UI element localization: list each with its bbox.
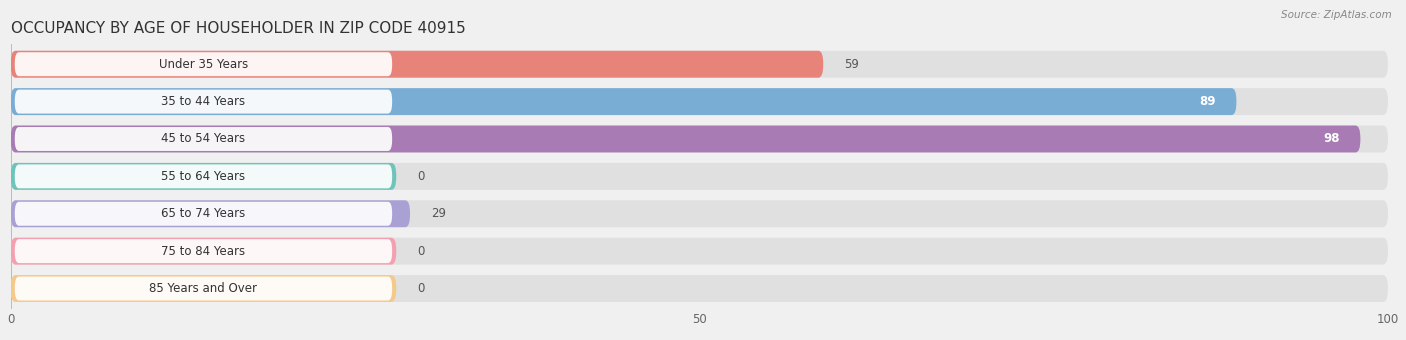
FancyBboxPatch shape	[11, 200, 1388, 227]
Text: 75 to 84 Years: 75 to 84 Years	[162, 245, 246, 258]
Text: 59: 59	[844, 58, 859, 71]
FancyBboxPatch shape	[11, 125, 1388, 152]
Text: 45 to 54 Years: 45 to 54 Years	[162, 133, 246, 146]
FancyBboxPatch shape	[15, 202, 392, 226]
FancyBboxPatch shape	[11, 88, 1236, 115]
FancyBboxPatch shape	[11, 275, 396, 302]
Text: 0: 0	[418, 282, 425, 295]
FancyBboxPatch shape	[15, 52, 392, 76]
FancyBboxPatch shape	[11, 163, 396, 190]
Text: Source: ZipAtlas.com: Source: ZipAtlas.com	[1281, 10, 1392, 20]
FancyBboxPatch shape	[15, 239, 392, 263]
FancyBboxPatch shape	[15, 127, 392, 151]
FancyBboxPatch shape	[15, 90, 392, 114]
Text: 0: 0	[418, 170, 425, 183]
FancyBboxPatch shape	[11, 88, 1388, 115]
FancyBboxPatch shape	[11, 163, 1388, 190]
FancyBboxPatch shape	[11, 51, 1388, 78]
Text: Under 35 Years: Under 35 Years	[159, 58, 247, 71]
Text: 55 to 64 Years: 55 to 64 Years	[162, 170, 246, 183]
Text: 85 Years and Over: 85 Years and Over	[149, 282, 257, 295]
Text: 98: 98	[1323, 133, 1340, 146]
FancyBboxPatch shape	[15, 276, 392, 301]
FancyBboxPatch shape	[11, 125, 1361, 152]
FancyBboxPatch shape	[11, 238, 396, 265]
FancyBboxPatch shape	[11, 200, 411, 227]
Text: OCCUPANCY BY AGE OF HOUSEHOLDER IN ZIP CODE 40915: OCCUPANCY BY AGE OF HOUSEHOLDER IN ZIP C…	[11, 20, 465, 36]
Text: 65 to 74 Years: 65 to 74 Years	[162, 207, 246, 220]
FancyBboxPatch shape	[11, 275, 1388, 302]
FancyBboxPatch shape	[11, 238, 1388, 265]
Text: 29: 29	[430, 207, 446, 220]
Text: 89: 89	[1199, 95, 1216, 108]
FancyBboxPatch shape	[15, 165, 392, 188]
Text: 0: 0	[418, 245, 425, 258]
FancyBboxPatch shape	[11, 51, 824, 78]
Text: 35 to 44 Years: 35 to 44 Years	[162, 95, 246, 108]
